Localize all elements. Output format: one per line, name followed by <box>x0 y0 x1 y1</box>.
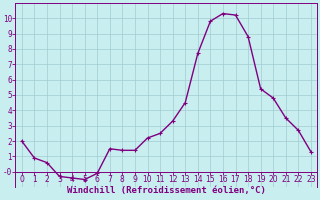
X-axis label: Windchill (Refroidissement éolien,°C): Windchill (Refroidissement éolien,°C) <box>67 186 266 195</box>
